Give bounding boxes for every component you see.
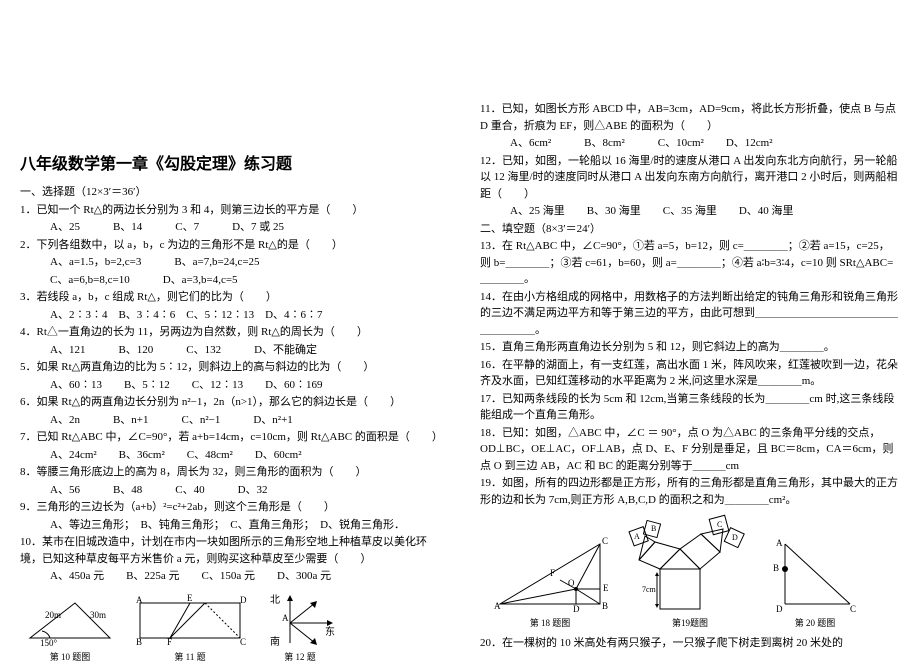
q2: 2．下列各组数中，以 a，b，c 为边的三角形不是 Rt△的是（ ） [20, 237, 440, 254]
q6-options: A、2n B、n+1 C、n²−1 D、n²+1 [20, 412, 440, 429]
right-column: 11．已知，如图长方形 ABCD 中，AB=3cm，AD=9cm，将此长方形折叠… [460, 0, 920, 665]
q5: 5．如果 Rt△两直角边的比为 5∶12，则斜边上的高与斜边的比为（ ） [20, 359, 440, 376]
q7: 7．已知 Rt△ABC 中，∠C=90°，若 a+b=14cm，c=10cm，则… [20, 429, 440, 446]
fig10-20m: 20m [45, 610, 61, 620]
q8: 8．等腰三角形底边上的高为 8，周长为 32，则三角形的面积为（ ） [20, 464, 440, 481]
fig11-E: E [187, 593, 193, 603]
fig10-150: 150° [40, 638, 58, 648]
fig10-caption: 第 10 题图 [20, 650, 120, 663]
fig12-south: 南 [270, 635, 280, 648]
figure-12: 北 南 东 A 第 12 题 [260, 593, 340, 663]
fig18-O: O [568, 578, 575, 588]
fig11-A: A [136, 595, 143, 605]
fig18-C: C [602, 536, 608, 546]
figure-18-svg: A B C D E F O [490, 534, 610, 614]
figures-row-right: A B C D E F O 第 18 题图 [490, 514, 900, 629]
figure-12-svg: 北 南 东 A [260, 593, 340, 648]
fig20-caption: 第 20 题图 [770, 616, 860, 629]
q3: 3．若线段 a，b，c 组成 Rt△，则它们的比为（ ） [20, 289, 440, 306]
page: 八年级数学第一章《勾股定理》练习题 一、选择题（12×3′＝36′） 1．已知一… [0, 0, 920, 665]
q9-options: A、等边三角形； B、钝角三角形； C、直角三角形； D、锐角三角形． [20, 517, 440, 534]
q17: 17．已知两条线段的长为 5cm 和 12cm,当第三条线段的长为＿＿＿＿cm … [480, 391, 900, 424]
fig11-caption: 第 11 题 [130, 650, 250, 663]
figure-11-svg: A E D B F C [130, 593, 250, 648]
figure-20: A B D C 第 20 题图 [770, 534, 860, 629]
q1: 1．已知一个 Rt△的两边长分别为 3 和 4，则第三边长的平方是（ ） [20, 202, 440, 219]
left-column: 八年级数学第一章《勾股定理》练习题 一、选择题（12×3′＝36′） 1．已知一… [0, 0, 460, 665]
q15: 15．直角三角形两直角边长分别为 5 和 12，则它斜边上的高为＿＿＿＿。 [480, 339, 900, 356]
fig12-north: 北 [270, 594, 280, 606]
figure-11: A E D B F C 第 11 题 [130, 593, 250, 663]
fig18-F: F [550, 568, 555, 578]
q18: 18．已知：如图，△ABC 中，∠C ＝ 90°，点 O 为△ABC 的三条角平… [480, 425, 900, 475]
fig11-B: B [136, 637, 142, 647]
fig12-caption: 第 12 题 [260, 650, 340, 663]
figures-row-left: 20m 30m 150° 第 10 题图 A E D B F [20, 593, 440, 663]
q16: 16．在平静的湖面上，有一支红莲，高出水面 1 米，阵风吹来，红莲被吹到一边，花… [480, 357, 900, 390]
fig12-east: 东 [325, 625, 335, 638]
q7-options: A、24cm² B、36cm² C、48cm² D、60cm² [20, 447, 440, 464]
q11-options: A、6cm² B、8cm² C、10cm² D、12cm² [480, 135, 900, 152]
q1-options: A、25 B、14 C、7 D、7 或 25 [20, 219, 440, 236]
fig20-D: D [776, 604, 783, 614]
figure-18: A B C D E F O 第 18 题图 [490, 534, 610, 629]
q14: 14．在由小方格组成的网格中，用数格子的方法判断出给定的钝角三角形和锐角三角形的… [480, 289, 900, 339]
q4: 4．Rt△一直角边的长为 11，另两边为自然数，则 Rt△的周长为（ ） [20, 324, 440, 341]
fig19-B: B [651, 524, 656, 533]
figure-10: 20m 30m 150° 第 10 题图 [20, 593, 120, 663]
fig18-D: D [573, 604, 580, 614]
q13: 13．在 Rt△ABC 中，∠C=90°，①若 a=5，b=12，则 c=＿＿＿… [480, 238, 900, 288]
q5-options: A、60∶13 B、5∶12 C、12∶13 D、60∶169 [20, 377, 440, 394]
fig20-C: C [850, 604, 856, 614]
q2-options-a: A、a=1.5，b=2,c=3 B、a=7,b=24,c=25 [20, 254, 440, 271]
q8-options: A、56 B、48 C、40 D、32 [20, 482, 440, 499]
figure-10-svg: 20m 30m 150° [20, 593, 120, 648]
q12-options: A、25 海里 B、30 海里 C、35 海里 D、40 海里 [480, 203, 900, 220]
fig10-30m: 30m [90, 610, 106, 620]
fig18-caption: 第 18 题图 [490, 616, 610, 629]
fig19-A: A [634, 532, 640, 541]
fig19-C: C [717, 520, 722, 529]
fig18-B: B [602, 601, 608, 611]
fig12-A: A [282, 613, 289, 623]
q2-options-b: C、a=6,b=8,c=10 D、a=3,b=4,c=5 [20, 272, 440, 289]
section1-heading: 一、选择题（12×3′＝36′） [20, 184, 440, 201]
q19: 19．如图，所有的四边形都是正方形，所有的三角形都是直角三角形，其中最大的正方形… [480, 475, 900, 508]
figure-20-svg: A B D C [770, 534, 860, 614]
fig18-A: A [494, 601, 501, 611]
fig11-D: D [240, 595, 247, 605]
q6: 6．如果 Rt△的两直角边长分别为 n²−1，2n（n>1），那么它的斜边长是（… [20, 394, 440, 411]
fig11-F: F [167, 637, 172, 647]
q3-options: A、2∶3∶4 B、3∶4∶6 C、5∶12∶13 D、4∶6∶7 [20, 307, 440, 324]
fig19-7cm: 7cm [642, 585, 657, 594]
fig19-caption: 第19题图 [625, 616, 755, 629]
figure-19: A B C D 7cm 第19题图 [625, 514, 755, 629]
q9: 9．三角形的三边长为（a+b）²=c²+2ab，则这个三角形是（ ） [20, 499, 440, 516]
q10-options: A、450a 元 B、225a 元 C、150a 元 D、300a 元 [20, 568, 440, 585]
doc-title: 八年级数学第一章《勾股定理》练习题 [20, 150, 440, 174]
figure-19-svg: A B C D 7cm [625, 514, 755, 614]
fig20-A: A [776, 538, 783, 548]
q10: 10．某市在旧城改造中，计划在市内一块如图所示的三角形空地上种植草皮以美化环境，… [20, 534, 440, 567]
fig20-B: B [773, 563, 779, 573]
section2-heading: 二、填空题（8×3′＝24′） [480, 221, 900, 238]
fig19-D: D [732, 533, 738, 542]
q12: 12．已知，如图，一轮船以 16 海里/时的速度从港口 A 出发向东北方向航行，… [480, 153, 900, 203]
q11: 11．已知，如图长方形 ABCD 中，AB=3cm，AD=9cm，将此长方形折叠… [480, 101, 900, 134]
fig18-E: E [603, 583, 609, 593]
q4-options: A、121 B、120 C、132 D、不能确定 [20, 342, 440, 359]
fig11-C: C [240, 637, 246, 647]
q20: 20．在一棵树的 10 米高处有两只猴子，一只猴子爬下树走到离树 20 米处的 [480, 635, 900, 652]
